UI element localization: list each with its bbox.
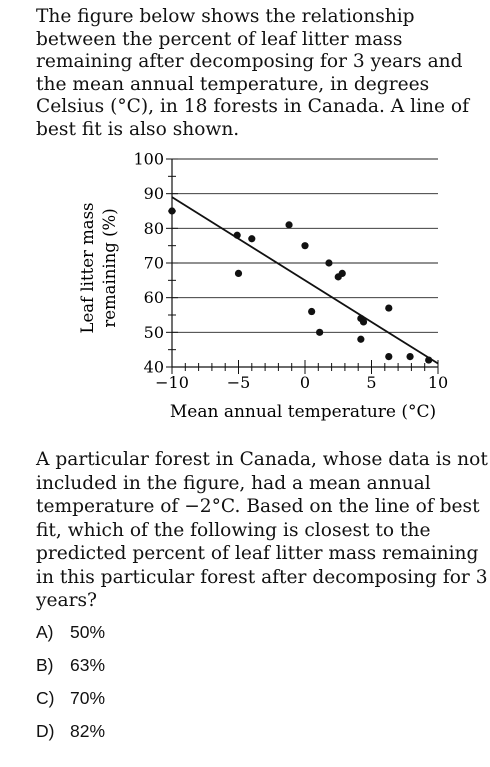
data-point-14 — [357, 336, 364, 343]
data-point-16 — [385, 353, 392, 360]
data-point-1 — [168, 207, 175, 214]
choice-c-letter: C) — [36, 688, 70, 708]
choice-a-letter: A) — [36, 622, 70, 642]
choice-a[interactable]: A) 50% — [36, 622, 336, 655]
x-tick-label-5: 5 — [366, 373, 376, 392]
choice-d-text: 82% — [70, 721, 105, 741]
y-tick-label-50: 50 — [144, 323, 164, 342]
data-points — [168, 207, 432, 363]
y-tick-label-90: 90 — [144, 184, 164, 203]
data-point-17 — [406, 353, 413, 360]
choice-a-text: 50% — [70, 622, 105, 642]
x-tick-label-10: 10 — [428, 373, 448, 392]
data-point-2 — [234, 232, 241, 239]
data-point-13 — [360, 318, 367, 325]
choice-b-letter: B) — [36, 655, 70, 675]
x-axis-label: Mean annual temperature (°C) — [170, 402, 436, 422]
question-text: A particular forest in Canada, whose dat… — [36, 448, 488, 613]
data-point-5 — [285, 221, 292, 228]
data-point-18 — [425, 356, 432, 363]
choice-c-text: 70% — [70, 688, 105, 708]
data-point-9 — [339, 270, 346, 277]
data-point-3 — [248, 235, 255, 242]
best-fit-line — [172, 197, 438, 363]
y-axis-label-line-2: remaining (%) — [100, 208, 119, 327]
choice-d[interactable]: D) 82% — [36, 721, 336, 754]
y-tick-label-100: 100 — [133, 150, 164, 169]
data-point-7 — [325, 259, 332, 266]
data-point-11 — [316, 329, 323, 336]
choice-c[interactable]: C) 70% — [36, 688, 336, 721]
x-tick-label--5: −5 — [227, 373, 251, 392]
y-tick-label-80: 80 — [144, 219, 164, 238]
best-fit-line-group — [172, 197, 438, 363]
data-point-15 — [385, 304, 392, 311]
choice-d-letter: D) — [36, 721, 70, 741]
y-axis-label-line-1: Leaf litter mass — [78, 202, 97, 333]
y-tick-label-70: 70 — [144, 254, 164, 273]
y-tick-label-60: 60 — [144, 288, 164, 307]
data-point-4 — [235, 270, 242, 277]
x-tick-label-0: 0 — [300, 373, 310, 392]
x-tick-label--10: −10 — [155, 373, 189, 392]
answer-choices: A) 50% B) 63% C) 70% D) 82% — [36, 622, 336, 754]
choice-b-text: 63% — [70, 655, 105, 675]
choice-b[interactable]: B) 63% — [36, 655, 336, 688]
data-point-6 — [301, 242, 308, 249]
data-point-10 — [308, 308, 315, 315]
